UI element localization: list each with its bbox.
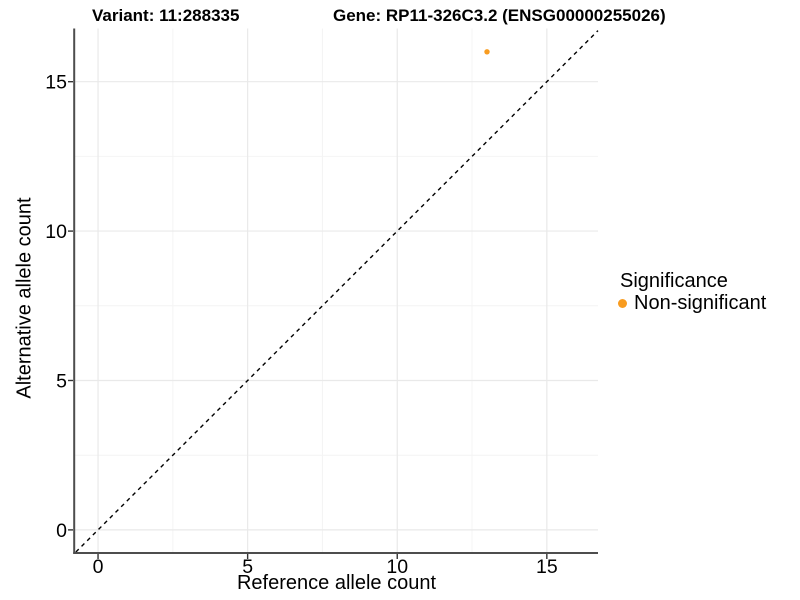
- x-tick-label: 10: [386, 556, 408, 578]
- x-tick-label: 15: [536, 556, 558, 578]
- y-tick-label: 5: [56, 370, 67, 392]
- x-tick-label: 0: [93, 556, 104, 578]
- y-tick-label: 10: [45, 221, 67, 243]
- y-tick-label: 0: [56, 520, 67, 542]
- legend-item-label: Non-significant: [634, 292, 767, 314]
- x-axis-title: Reference allele count: [236, 572, 436, 594]
- x-tick-label: 5: [242, 556, 253, 578]
- y-axis-title: Alternative allele count: [13, 197, 36, 399]
- data-point: [484, 49, 490, 55]
- gene-title: Gene: RP11-326C3.2 (ENSG00000255026): [333, 6, 666, 25]
- y-tick-label: 15: [45, 72, 67, 94]
- legend-key-dot-icon: [618, 299, 627, 308]
- legend-item: Non-significant: [618, 292, 767, 314]
- legend-title: Significance: [620, 270, 728, 292]
- legend: Significance Non-significant: [618, 270, 767, 314]
- identity-reference-line: [75, 30, 599, 553]
- variant-title: Variant: 11:288335: [92, 6, 240, 25]
